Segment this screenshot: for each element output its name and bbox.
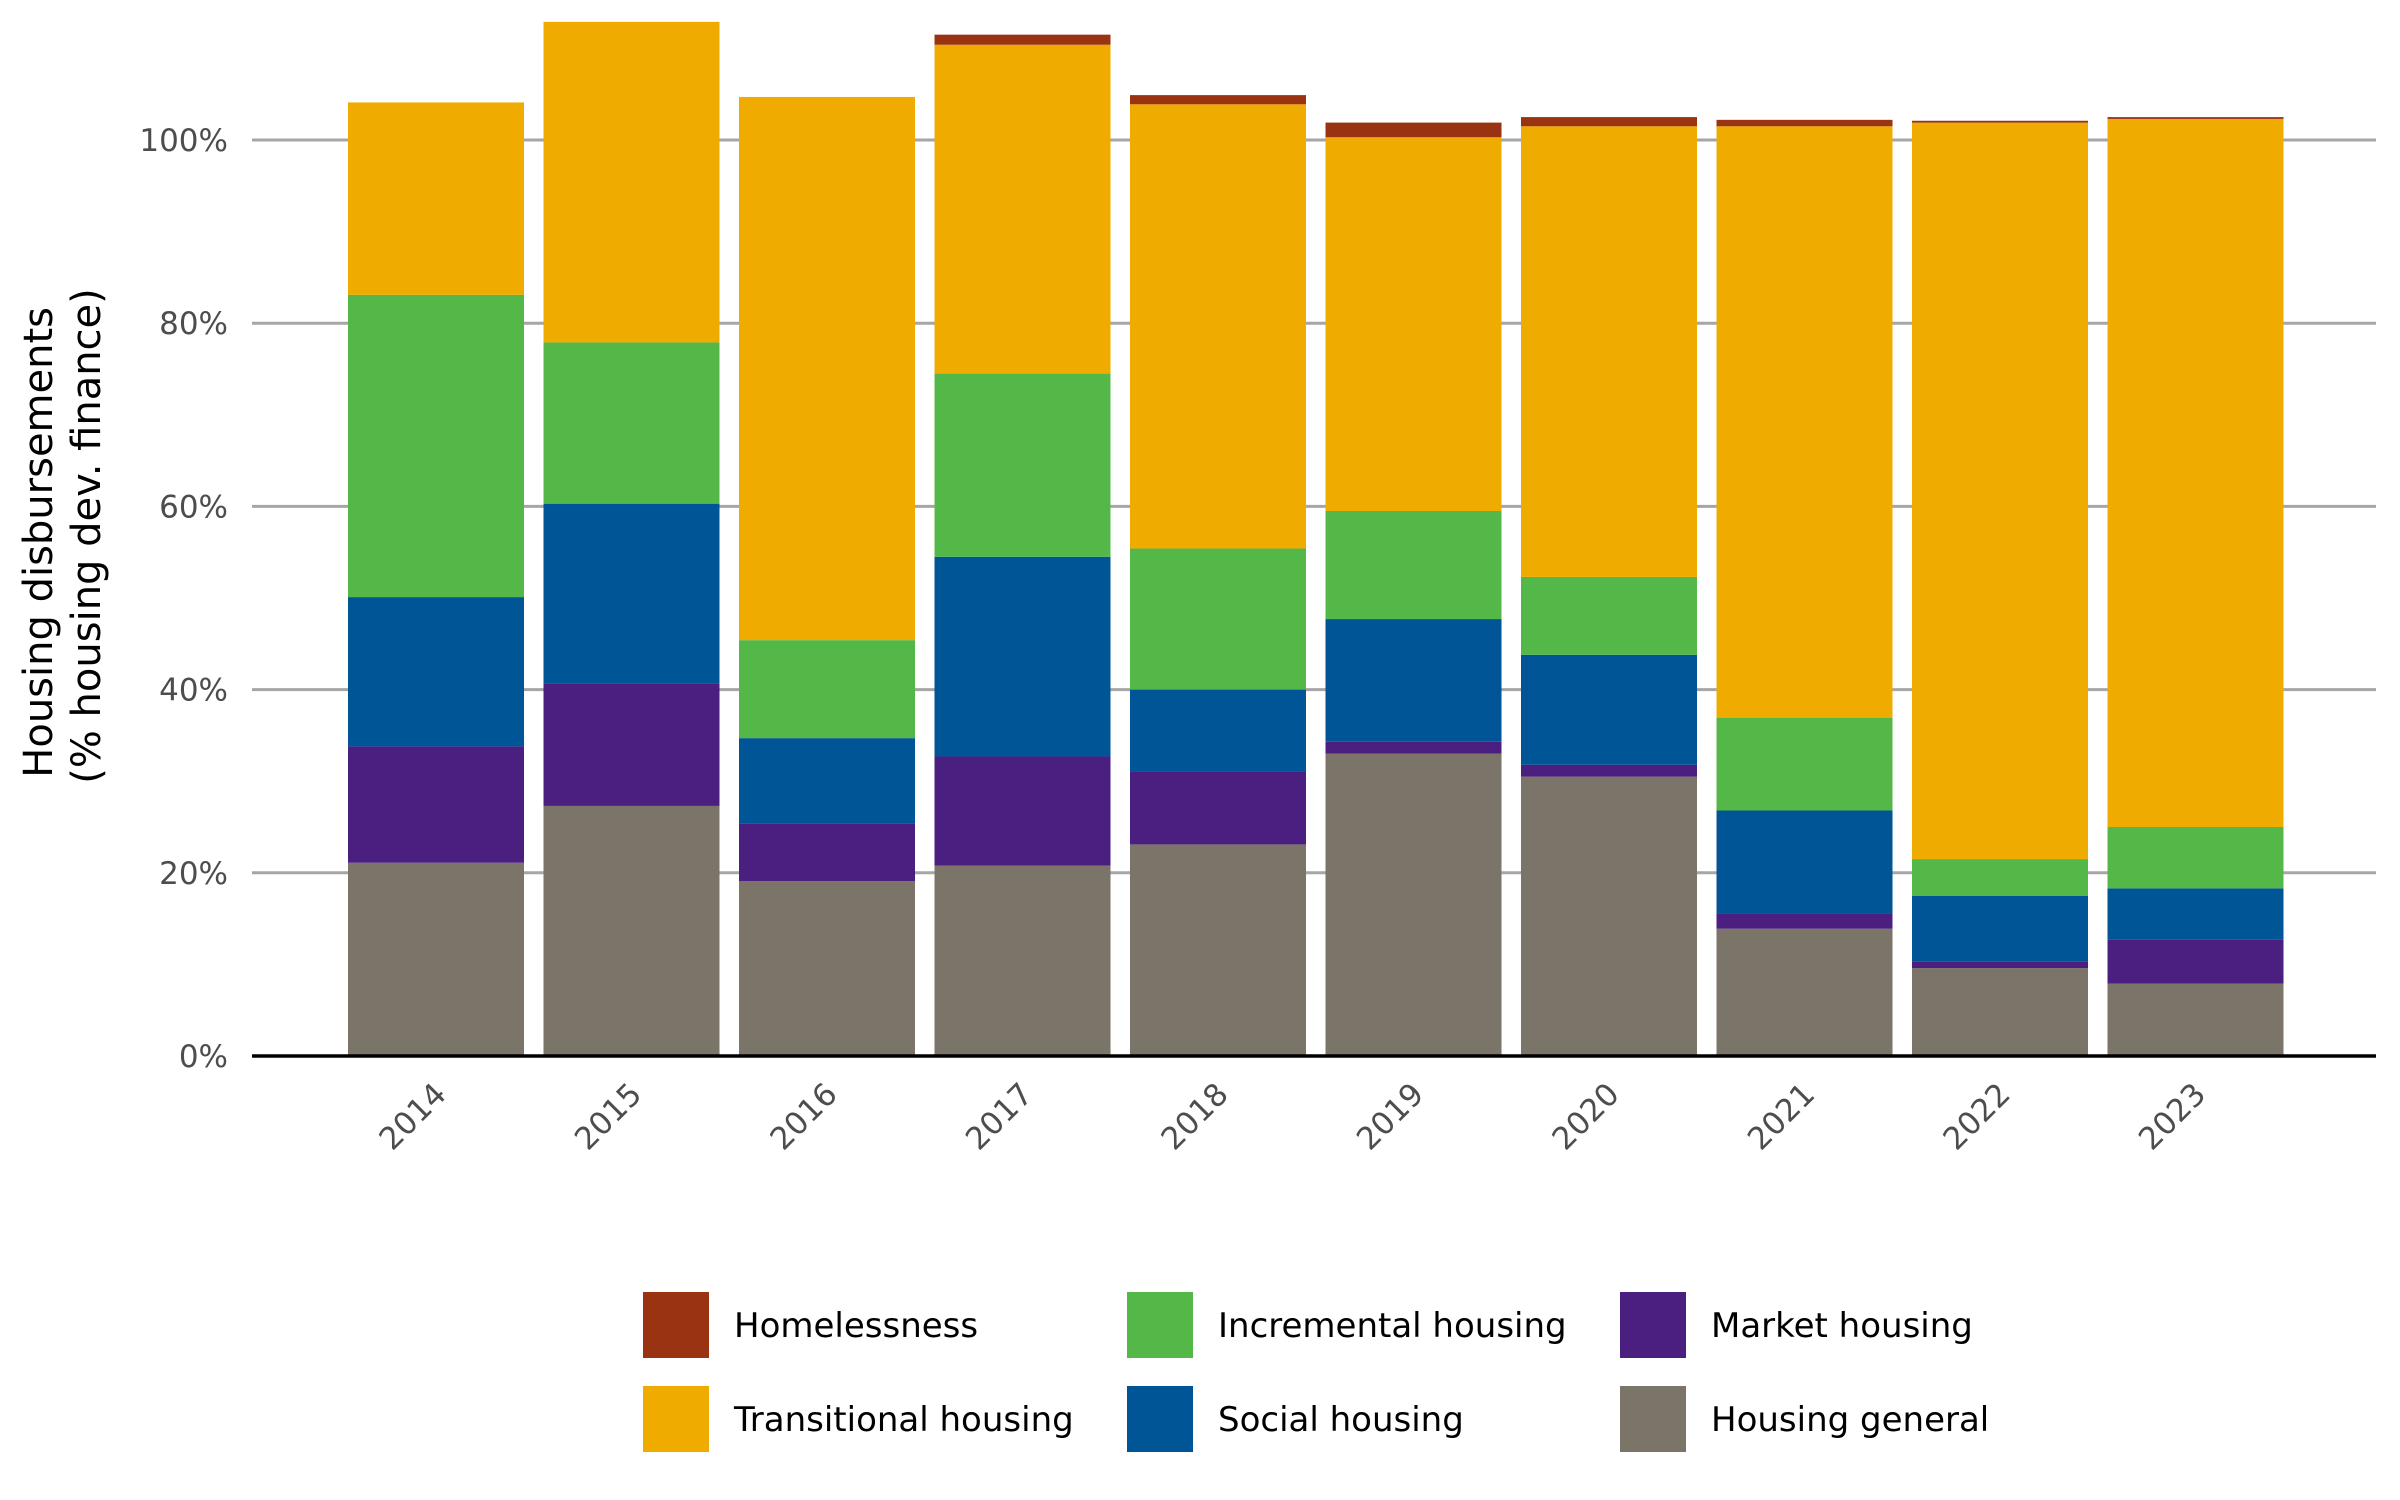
bar-segment-housing-general-2021 <box>1716 928 1893 1056</box>
bar-segment-transitional-housing-2015 <box>543 21 720 343</box>
bar-segment-housing-general-2018 <box>1130 844 1306 1056</box>
bar-segment-transitional-housing-2023 <box>2107 118 2284 827</box>
x-tick-label-2021: 2021 <box>1741 1076 1822 1157</box>
bar-segment-social-housing-2019 <box>1325 619 1502 742</box>
y-tick-label: 60% <box>159 489 228 525</box>
bar-segment-transitional-housing-2019 <box>1325 137 1502 511</box>
y-axis-title: Housing disbursements (% housing dev. fi… <box>16 288 110 784</box>
bar-segment-social-housing-2020 <box>1521 654 1697 765</box>
legend-swatch-homelessness <box>643 1292 709 1358</box>
bar-segment-housing-general-2019 <box>1325 753 1502 1056</box>
bar-segment-incremental-housing-2022 <box>1912 859 2088 896</box>
bar-segment-incremental-housing-2019 <box>1325 510 1502 620</box>
bar-segment-market-housing-2021 <box>1716 913 1893 929</box>
legend-swatch-social-housing <box>1127 1386 1193 1452</box>
bar-segment-incremental-housing-2018 <box>1130 548 1306 690</box>
x-tick-label-2018: 2018 <box>1154 1076 1235 1157</box>
bar-segment-social-housing-2014 <box>348 597 524 747</box>
x-tick-label-2022: 2022 <box>1936 1076 2017 1157</box>
bar-segment-housing-general-2022 <box>1912 968 2088 1056</box>
bar-segment-social-housing-2016 <box>739 738 915 824</box>
legend-swatch-incremental-housing <box>1127 1292 1193 1358</box>
bar-segment-transitional-housing-2020 <box>1521 126 1697 577</box>
y-tick-label: 0% <box>179 1039 228 1075</box>
legend-swatch-transitional-housing <box>643 1386 709 1452</box>
bar-segment-social-housing-2023 <box>2107 888 2284 940</box>
legend-label-market-housing: Market housing <box>1711 1306 1973 1346</box>
legend-swatch-market-housing <box>1620 1292 1686 1358</box>
bar-segment-housing-general-2016 <box>739 881 915 1056</box>
x-tick-label-2017: 2017 <box>959 1076 1040 1157</box>
y-axis-title-line1: Housing disbursements <box>16 307 62 778</box>
x-tick-label-2014: 2014 <box>372 1076 453 1157</box>
bar-segment-homelessness-2023 <box>2107 117 2284 119</box>
bar-segment-market-housing-2015 <box>543 683 720 806</box>
bar-segment-incremental-housing-2023 <box>2107 827 2284 889</box>
legend-label-homelessness: Homelessness <box>734 1306 978 1346</box>
bar-segment-market-housing-2018 <box>1130 771 1306 845</box>
y-tick-label: 20% <box>159 856 228 892</box>
bar-segment-incremental-housing-2021 <box>1716 717 1893 811</box>
bar-segment-market-housing-2020 <box>1521 764 1697 777</box>
bar-segment-transitional-housing-2022 <box>1912 122 2088 860</box>
x-tick-label-2023: 2023 <box>2132 1076 2213 1157</box>
bar-segment-transitional-housing-2016 <box>739 96 915 641</box>
bar-segment-incremental-housing-2017 <box>934 373 1111 557</box>
bar-segment-homelessness-2017 <box>934 34 1111 45</box>
bar-segment-incremental-housing-2020 <box>1521 576 1697 655</box>
bar-segment-transitional-housing-2017 <box>934 44 1111 374</box>
bar-segment-social-housing-2017 <box>934 556 1111 757</box>
x-tick-labels: 2014 2015 2016 2017 2018 2019 2020 2021 2022 2023 <box>372 1076 2213 1157</box>
bar-segment-housing-general-2020 <box>1521 776 1697 1056</box>
bar-segment-housing-general-2014 <box>348 862 524 1056</box>
bar-segment-transitional-housing-2018 <box>1130 104 1306 549</box>
bar-segment-market-housing-2023 <box>2107 939 2284 984</box>
bar-segment-incremental-housing-2016 <box>739 640 915 739</box>
bar-segment-social-housing-2015 <box>543 503 720 684</box>
x-tick-label-2020: 2020 <box>1545 1076 1626 1157</box>
bar-segment-incremental-housing-2015 <box>543 342 720 504</box>
bars-layer <box>348 21 2284 1056</box>
y-tick-label: 100% <box>139 123 228 159</box>
legend-label-social-housing: Social housing <box>1218 1400 1464 1440</box>
bar-segment-housing-general-2015 <box>543 805 720 1056</box>
bar-segment-social-housing-2018 <box>1130 689 1306 772</box>
bar-segment-incremental-housing-2014 <box>348 294 524 598</box>
bar-segment-market-housing-2016 <box>739 823 915 882</box>
legend-label-incremental-housing: Incremental housing <box>1218 1306 1567 1346</box>
bar-segment-homelessness-2018 <box>1130 95 1306 105</box>
bar-segment-homelessness-2019 <box>1325 122 1502 138</box>
legend: Homelessness Incremental housing Market ho… <box>643 1292 1989 1452</box>
bar-segment-social-housing-2022 <box>1912 895 2088 962</box>
y-tick-labels: 0% 20% 40% 60% 80% 100% <box>139 123 228 1075</box>
bar-segment-market-housing-2017 <box>934 756 1111 866</box>
legend-swatch-housing-general <box>1620 1386 1686 1452</box>
y-tick-label: 40% <box>159 673 228 709</box>
x-tick-label-2019: 2019 <box>1350 1076 1431 1157</box>
bar-segment-market-housing-2019 <box>1325 741 1502 754</box>
bar-segment-housing-general-2023 <box>2107 983 2284 1056</box>
x-tick-label-2016: 2016 <box>763 1076 844 1157</box>
legend-label-housing-general: Housing general <box>1711 1400 1989 1440</box>
legend-label-transitional-housing: Transitional housing <box>733 1400 1074 1440</box>
bar-segment-transitional-housing-2021 <box>1716 126 1893 718</box>
bar-segment-social-housing-2021 <box>1716 810 1893 914</box>
bar-segment-homelessness-2022 <box>1912 120 2088 123</box>
bar-segment-market-housing-2022 <box>1912 961 2088 969</box>
x-tick-label-2015: 2015 <box>568 1076 649 1157</box>
bar-segment-homelessness-2020 <box>1521 117 1697 127</box>
y-tick-label: 80% <box>159 306 228 342</box>
bar-segment-transitional-housing-2014 <box>348 102 524 295</box>
bar-segment-housing-general-2017 <box>934 865 1111 1056</box>
y-axis-title-line2: (% housing dev. finance) <box>64 288 110 784</box>
bar-segment-market-housing-2014 <box>348 746 524 863</box>
bar-segment-homelessness-2021 <box>1716 119 1893 127</box>
